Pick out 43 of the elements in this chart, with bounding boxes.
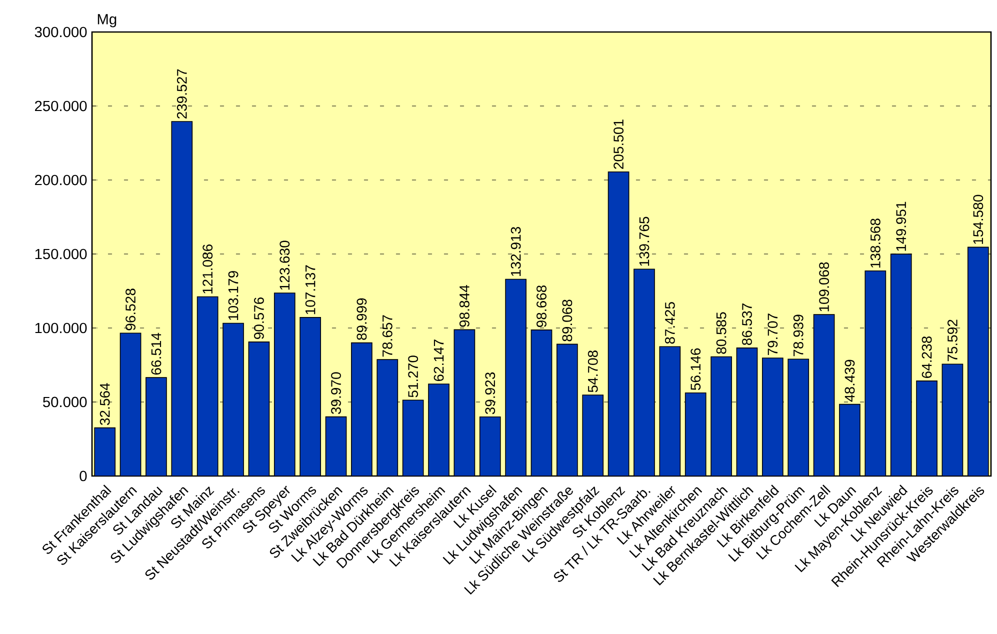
data-label: 48.439	[844, 360, 855, 402]
data-label: 98.844	[460, 285, 470, 327]
data-label: 79.707	[768, 314, 778, 356]
data-label: 51.270	[408, 356, 418, 398]
data-label: 205.501	[614, 120, 624, 169]
y-tick-label: 0	[80, 470, 87, 482]
data-label: 56.146	[690, 348, 701, 390]
data-label: 154.580	[973, 194, 984, 244]
data-label: 80.585	[716, 312, 726, 354]
data-label: 86.537	[742, 304, 752, 346]
data-label: 132.913	[510, 227, 521, 276]
data-label: 109.068	[819, 262, 830, 312]
y-tick-label: 50.000	[43, 396, 87, 408]
y-tick-label: 300.000	[34, 26, 87, 38]
data-label: 54.708	[588, 350, 598, 392]
data-label: 87.425	[664, 302, 675, 344]
data-label: 89.999	[356, 298, 367, 340]
data-label: 123.630	[280, 240, 290, 290]
data-label: 149.951	[896, 202, 906, 251]
data-label: 89.068	[562, 300, 572, 342]
data-label: 103.179	[228, 271, 238, 320]
data-label: 64.238	[922, 336, 932, 378]
y-axis-title: Mg	[98, 14, 116, 28]
data-label: 39.970	[331, 372, 341, 414]
data-label: 98.668	[536, 285, 546, 328]
data-label: 121.086	[202, 244, 213, 294]
data-label: 90.576	[254, 297, 264, 340]
y-tick-label: 100.000	[35, 322, 87, 334]
y-tick-label: 150.000	[35, 248, 87, 260]
data-label: 139.765	[639, 216, 650, 266]
data-label: 78.657	[382, 315, 392, 357]
data-label: 75.592	[948, 320, 958, 362]
data-label: 107.137	[305, 265, 316, 314]
data-label: 62.147	[434, 340, 444, 382]
data-label: 138.568	[870, 218, 880, 268]
data-label: 96.528	[126, 288, 136, 330]
data-label: 78.939	[793, 314, 804, 356]
data-label: 32.564	[100, 383, 110, 426]
data-label: 239.527	[176, 69, 187, 119]
data-label: 66.514	[151, 332, 162, 375]
data-label: 39.923	[485, 372, 496, 414]
y-tick-label: 250.000	[35, 100, 87, 112]
y-tick-label: 200.000	[35, 174, 87, 186]
